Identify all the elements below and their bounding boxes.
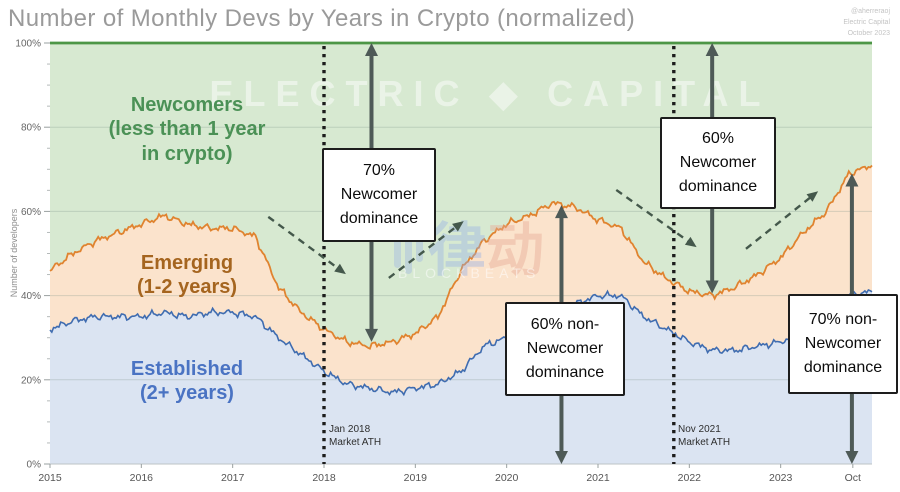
gridlines xyxy=(50,126,872,381)
area-emerging xyxy=(50,165,872,395)
event-lines xyxy=(322,46,676,464)
series-label-established: Established (2+ years) xyxy=(130,358,244,405)
callout-70-non-newcomer-dominance: 70% non- Newcomer dominance xyxy=(788,294,898,394)
x-tick-label: 2015 xyxy=(38,472,62,484)
x-tick-label: 2017 xyxy=(221,472,245,484)
series-label-newcomers: Newcomers (less than 1 year in crypto) xyxy=(108,94,266,165)
callout-70-newcomer-dominance: 70% Newcomer dominance xyxy=(322,148,436,242)
line-established xyxy=(49,289,873,397)
y-axis-title: Number of developers xyxy=(9,208,19,298)
credit-date: October 2023 xyxy=(847,29,890,37)
x-tick-label: 2019 xyxy=(404,472,428,484)
x-tick-label: 2016 xyxy=(130,472,154,484)
callout-60-newcomer-dominance: 60% Newcomer dominance xyxy=(660,117,776,209)
chart-title: Number of Monthly Devs by Years in Crypt… xyxy=(8,5,636,32)
event-label-nov-2021-market-ath: Nov 2021 Market ATH xyxy=(678,424,731,448)
x-tick-label: 2023 xyxy=(769,472,793,484)
y-tick-label: 80% xyxy=(21,123,41,134)
x-tick-label: 2022 xyxy=(678,472,702,484)
y-tick-label: 100% xyxy=(15,39,41,50)
watermark-blockbeats-cn: 律动 xyxy=(428,218,544,283)
credit-handle: @aherreraoj xyxy=(850,8,890,15)
series-label-emerging: Emerging (1-2 years) xyxy=(136,252,238,299)
y-tick-label: 60% xyxy=(21,207,41,218)
y-tick-label: 20% xyxy=(21,375,41,386)
axes: 0% 20% 40% 60% 80% 100% 2015 2016 2017 2018 2019 20… xyxy=(15,39,872,484)
event-label-jan-2018-market-ath: Jan 2018 Market ATH xyxy=(329,424,382,448)
watermark-electric-capital: ELECTRIC ◆ CAPITAL xyxy=(209,73,770,114)
y-tick-label: 40% xyxy=(21,291,41,302)
trend-arrows xyxy=(267,188,819,279)
credit-org: Electric Capital xyxy=(843,18,890,26)
watermark-blockbeats-en: BLOCKBEATS xyxy=(398,265,540,281)
y-tick-label: 0% xyxy=(27,460,42,471)
line-emerging xyxy=(49,164,873,350)
x-tick-label: Oct xyxy=(845,472,861,484)
credit-block: @aherreraoj Electric Capital October 202… xyxy=(843,7,890,40)
x-tick-label: 2020 xyxy=(495,472,519,484)
x-tick-label: 2018 xyxy=(312,472,336,484)
callout-60-non-newcomer-dominance: 60% non- Newcomer dominance xyxy=(505,302,625,396)
x-tick-label: 2021 xyxy=(586,472,610,484)
area-established xyxy=(50,290,872,464)
